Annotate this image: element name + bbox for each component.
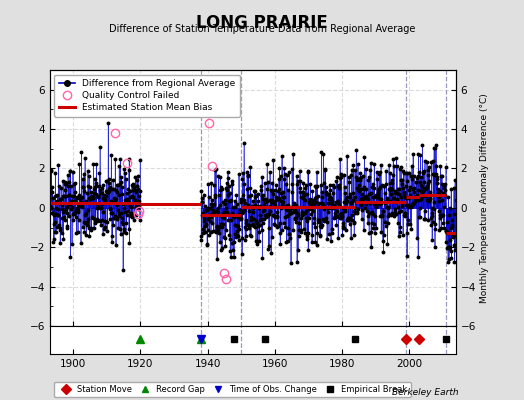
Text: Difference of Station Temperature Data from Regional Average: Difference of Station Temperature Data f… <box>109 24 415 34</box>
Legend: Difference from Regional Average, Quality Control Failed, Estimated Station Mean: Difference from Regional Average, Qualit… <box>54 74 240 117</box>
Legend: Station Move, Record Gap, Time of Obs. Change, Empirical Break: Station Move, Record Gap, Time of Obs. C… <box>54 382 411 398</box>
Y-axis label: Monthly Temperature Anomaly Difference (°C): Monthly Temperature Anomaly Difference (… <box>481 93 489 303</box>
Text: LONG PRAIRIE: LONG PRAIRIE <box>196 14 328 32</box>
Text: Berkeley Earth: Berkeley Earth <box>392 388 458 397</box>
